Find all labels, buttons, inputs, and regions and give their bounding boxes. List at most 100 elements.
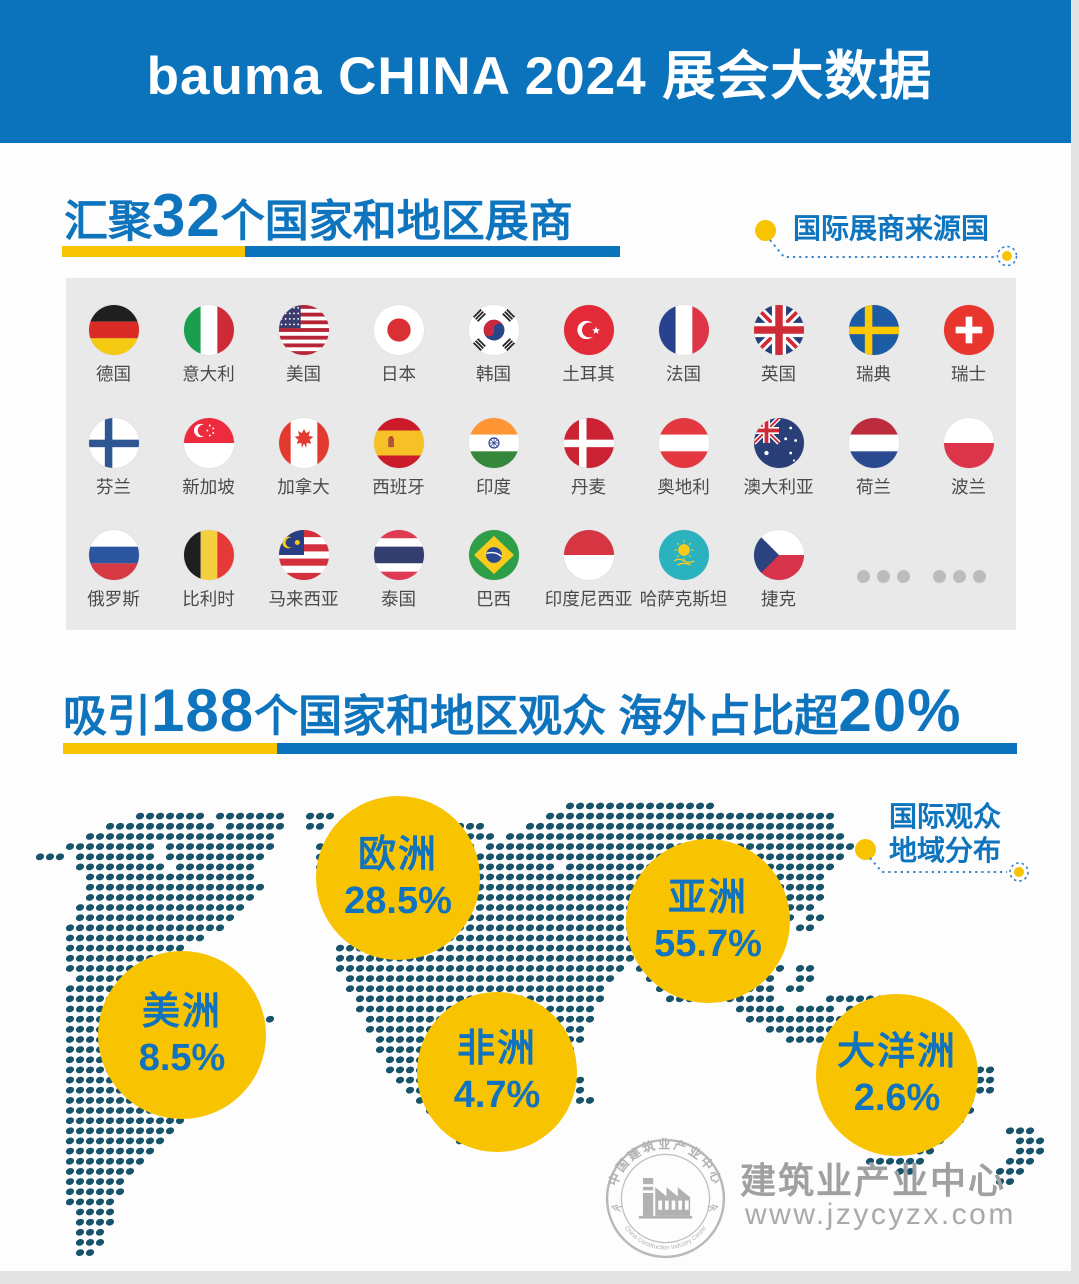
percent-value: 4.7% [453, 1074, 541, 1116]
country-name: 法国 [666, 364, 701, 384]
title-text: 汇聚 [64, 197, 152, 246]
bubble-asia: 亚洲 55.7% [626, 839, 790, 1003]
country-item: 芬兰 [66, 417, 161, 518]
country-name: 巴西 [476, 589, 511, 610]
title-number: 20% [838, 677, 962, 744]
country-item: 土耳其 [541, 305, 636, 405]
flag-cz-icon [753, 530, 804, 581]
bubble-africa: 非洲 4.7% [417, 992, 577, 1152]
flag-my-icon [278, 530, 329, 581]
page-title: bauma CHINA 2024 展会大数据 [146, 46, 933, 106]
factory-icon [638, 1178, 693, 1219]
country-item: 印度 [446, 417, 541, 518]
region-label: 亚洲 [667, 877, 748, 919]
country-name: 比利时 [182, 589, 235, 610]
flag-kz-icon [658, 530, 709, 581]
flag-gb-icon [753, 305, 804, 355]
page-edge-bottom [0, 1271, 1079, 1284]
dotted-connector-icon [869, 857, 1029, 882]
country-name: 芬兰 [96, 476, 131, 497]
country-item: 马来西亚 [256, 530, 351, 630]
flag-ru-icon [88, 530, 139, 581]
country-item: 韩国 [446, 305, 541, 405]
flag-dk-icon [563, 417, 614, 468]
country-item: 意大利 [161, 305, 256, 405]
title-number: 188 [151, 677, 255, 744]
flag-fi-icon [88, 417, 139, 468]
country-name: 奥地利 [657, 476, 710, 497]
watermark-website: www.jzycyzx.com [745, 1198, 1016, 1231]
country-item: 德国 [66, 305, 161, 405]
region-label: 非洲 [456, 1028, 537, 1070]
visitors-section-title: 吸引 188 个国家和地区观众 海外占比超 20% [63, 676, 961, 745]
flag-nl-icon [848, 417, 899, 468]
underline-blue-segment [277, 743, 1017, 754]
flag-ch-icon [943, 305, 994, 355]
country-item: 西班牙 [351, 417, 446, 518]
flag-ca-icon [278, 417, 329, 468]
country-name: 意大利 [182, 364, 235, 384]
country-name: 英国 [761, 364, 796, 384]
org-seal-logo: 中国建筑业产业中心 China Construction Industry Ce… [605, 1137, 726, 1259]
country-name: 瑞士 [951, 364, 986, 384]
exhibitors-section-title: 汇聚 32 个国家和地区展商 [64, 181, 573, 250]
flag-jp-icon [373, 305, 424, 355]
flag-se-icon [848, 305, 899, 355]
country-name: 俄罗斯 [87, 589, 140, 610]
dotted-connector-icon [769, 239, 1018, 267]
region-label: 美洲 [141, 991, 222, 1033]
underline-yellow-segment [63, 743, 277, 754]
country-name: 波兰 [951, 476, 986, 497]
country-item: 丹麦 [541, 417, 636, 518]
flag-id-icon [563, 530, 614, 581]
country-item: 加拿大 [256, 417, 351, 518]
country-name: 哈萨克斯坦 [639, 589, 728, 610]
region-label: 欧洲 [357, 834, 438, 876]
title-text: 个国家和地区展商 [220, 197, 573, 246]
country-item: 哈萨克斯坦 [636, 530, 731, 630]
bubble-oceania: 大洋洲 2.6% [816, 994, 978, 1156]
country-name: 泰国 [381, 589, 416, 610]
country-item: 波兰 [921, 417, 1016, 518]
flag-au-icon [753, 417, 804, 468]
yellow-dot-icon [755, 220, 776, 241]
flag-in-icon [468, 417, 519, 468]
title-text: 吸引 [63, 692, 151, 741]
flag-fr-icon [658, 305, 709, 355]
title-text: 个国家和地区观众 海外占比超 [254, 692, 839, 741]
country-name: 土耳其 [562, 364, 615, 384]
country-item: 泰国 [351, 530, 446, 630]
flag-pl-icon [943, 417, 994, 468]
country-item: 澳大利亚 [731, 417, 826, 518]
bubble-americas: 美洲 8.5% [98, 951, 266, 1119]
country-name: 丹麦 [571, 476, 606, 497]
title-underline [62, 246, 620, 257]
country-item: 印度尼西亚 [541, 530, 636, 630]
underline-blue-segment [245, 246, 620, 257]
percent-value: 55.7% [654, 923, 762, 965]
country-name: 荷兰 [856, 476, 891, 497]
country-item: 瑞典 [826, 305, 921, 405]
country-item: 俄罗斯 [66, 530, 161, 630]
country-item: 法国 [636, 305, 731, 405]
country-name: 西班牙 [372, 476, 425, 497]
flag-it-icon [183, 305, 234, 355]
country-name: 德国 [96, 364, 131, 384]
country-name: 美国 [286, 364, 321, 384]
country-item: 日本 [351, 305, 446, 405]
svg-text:中国建筑业产业中心: 中国建筑业产业中心 [605, 1137, 725, 1188]
country-name: 印度 [476, 476, 511, 497]
watermark-brand: 建筑业产业中心 [740, 1160, 1007, 1201]
country-item: 新加坡 [161, 417, 256, 518]
flag-de-icon [88, 305, 139, 355]
flag-kr-icon [468, 305, 519, 355]
country-item: 英国 [731, 305, 826, 405]
country-name: 韩国 [476, 364, 511, 384]
percent-value: 2.6% [853, 1077, 941, 1119]
flag-be-icon [183, 530, 234, 581]
bubble-europe: 欧洲 28.5% [316, 796, 480, 960]
more-countries-dots-icon [826, 530, 1016, 630]
title-number: 32 [152, 182, 221, 249]
title-underline [63, 743, 1017, 754]
visitors-tag-label: 国际观众 地域分布 [889, 800, 1001, 868]
